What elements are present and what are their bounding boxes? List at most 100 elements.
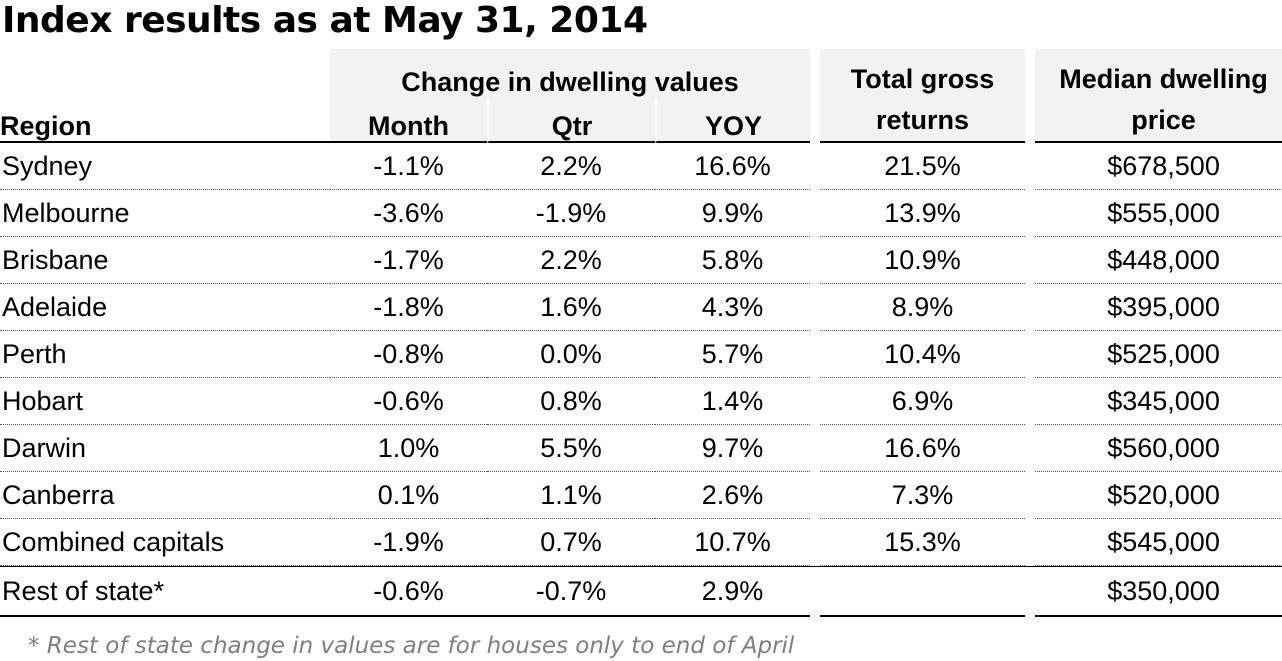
- cell-total-gross-returns: 6.9%: [820, 378, 1026, 425]
- cell-total-gross-returns: 10.4%: [820, 331, 1026, 378]
- cell-median-price: $520,000: [1035, 472, 1282, 519]
- cell-month: 0.1%: [330, 472, 487, 519]
- column-gap: [1025, 378, 1036, 425]
- cell-month: -1.8%: [330, 284, 487, 331]
- cell-yoy: 5.7%: [655, 331, 811, 378]
- cell-month: -0.8%: [330, 331, 487, 378]
- header-price-line1: Median dwelling: [1059, 64, 1268, 94]
- cell-region: Sydney: [0, 143, 330, 190]
- cell-median-price: $395,000: [1035, 284, 1282, 331]
- cell-yoy: 1.4%: [655, 378, 811, 425]
- cell-region: Perth: [0, 331, 330, 378]
- column-gap: [810, 49, 820, 143]
- header-spacer: [0, 49, 330, 97]
- cell-median-price: $448,000: [1035, 237, 1282, 284]
- header-region: Region: [0, 97, 330, 143]
- cell-median-price: $555,000: [1035, 190, 1282, 237]
- cell-qtr: 5.5%: [487, 425, 655, 472]
- table-row: Canberra 0.1% 1.1% 2.6% 7.3% $520,000: [0, 472, 1282, 519]
- column-gap: [1025, 49, 1035, 143]
- cell-month: -1.7%: [330, 237, 487, 284]
- table-row: Brisbane -1.7% 2.2% 5.8% 10.9% $448,000: [0, 237, 1282, 284]
- column-gap: [1025, 331, 1036, 378]
- header-month: Month: [330, 97, 487, 143]
- table-row: Hobart -0.6% 0.8% 1.4% 6.9% $345,000: [0, 378, 1282, 425]
- cell-median-price: $545,000: [1035, 519, 1282, 566]
- column-gap: [810, 472, 821, 519]
- cell-month: -0.6%: [330, 378, 487, 425]
- column-gap: [1025, 190, 1036, 237]
- cell-month: -0.6%: [330, 566, 487, 617]
- column-gap: [810, 425, 821, 472]
- cell-yoy: 2.6%: [655, 472, 811, 519]
- cell-yoy: 10.7%: [655, 519, 811, 566]
- cell-region: Rest of state*: [0, 566, 330, 617]
- column-gap: [810, 143, 821, 190]
- column-gap: [810, 331, 821, 378]
- column-gap: [1025, 519, 1036, 566]
- column-gap: [1025, 143, 1036, 190]
- column-gap: [810, 284, 821, 331]
- cell-total-gross-returns: [820, 566, 1026, 617]
- column-gap: [1025, 566, 1036, 617]
- cell-qtr: 2.2%: [487, 237, 655, 284]
- cell-region: Adelaide: [0, 284, 330, 331]
- cell-region: Melbourne: [0, 190, 330, 237]
- cell-region: Darwin: [0, 425, 330, 472]
- cell-region: Hobart: [0, 378, 330, 425]
- cell-yoy: 5.8%: [655, 237, 811, 284]
- cell-region: Canberra: [0, 472, 330, 519]
- table-row: Rest of state* -0.6% -0.7% 2.9% $350,000: [0, 566, 1282, 617]
- column-gap: [1025, 284, 1036, 331]
- header-returns-line2: returns: [876, 105, 970, 135]
- column-gap: [810, 519, 821, 566]
- cell-median-price: $560,000: [1035, 425, 1282, 472]
- cell-qtr: 2.2%: [487, 143, 655, 190]
- cell-total-gross-returns: 13.9%: [820, 190, 1026, 237]
- cell-qtr: 1.1%: [487, 472, 655, 519]
- table-row: Melbourne -3.6% -1.9% 9.9% 13.9% $555,00…: [0, 190, 1282, 237]
- table-row: Combined capitals -1.9% 0.7% 10.7% 15.3%…: [0, 519, 1282, 566]
- cell-qtr: 0.8%: [487, 378, 655, 425]
- cell-median-price: $345,000: [1035, 378, 1282, 425]
- cell-yoy: 9.7%: [655, 425, 811, 472]
- cell-yoy: 9.9%: [655, 190, 811, 237]
- index-results-table: Change in dwelling values Total gross re…: [0, 49, 1282, 617]
- page-title: Index results as at May 31, 2014: [2, 0, 648, 41]
- column-gap: [1025, 237, 1036, 284]
- cell-median-price: $678,500: [1035, 143, 1282, 190]
- cell-month: -3.6%: [330, 190, 487, 237]
- table-header: Change in dwelling values Total gross re…: [0, 49, 1282, 143]
- cell-qtr: -1.9%: [487, 190, 655, 237]
- cell-total-gross-returns: 7.3%: [820, 472, 1026, 519]
- column-gap: [1025, 425, 1036, 472]
- header-qtr: Qtr: [487, 97, 655, 143]
- cell-median-price: $525,000: [1035, 331, 1282, 378]
- table-body: Sydney -1.1% 2.2% 16.6% 21.5% $678,500 M…: [0, 143, 1282, 617]
- header-total-gross-returns: Total gross returns: [820, 49, 1026, 143]
- header-median-dwelling-price: Median dwelling price: [1035, 49, 1282, 143]
- cell-total-gross-returns: 21.5%: [820, 143, 1026, 190]
- header-price-line2: price: [1131, 105, 1196, 135]
- cell-month: 1.0%: [330, 425, 487, 472]
- cell-yoy: 16.6%: [655, 143, 811, 190]
- cell-median-price: $350,000: [1035, 566, 1282, 617]
- column-gap: [810, 190, 821, 237]
- cell-total-gross-returns: 8.9%: [820, 284, 1026, 331]
- table-row: Sydney -1.1% 2.2% 16.6% 21.5% $678,500: [0, 143, 1282, 190]
- cell-qtr: 0.0%: [487, 331, 655, 378]
- table-row: Adelaide -1.8% 1.6% 4.3% 8.9% $395,000: [0, 284, 1282, 331]
- cell-total-gross-returns: 16.6%: [820, 425, 1026, 472]
- cell-month: -1.9%: [330, 519, 487, 566]
- cell-month: -1.1%: [330, 143, 487, 190]
- column-gap: [810, 237, 821, 284]
- cell-total-gross-returns: 15.3%: [820, 519, 1026, 566]
- cell-yoy: 2.9%: [655, 566, 811, 617]
- table-row: Perth -0.8% 0.0% 5.7% 10.4% $525,000: [0, 331, 1282, 378]
- column-gap: [1025, 472, 1036, 519]
- cell-yoy: 4.3%: [655, 284, 811, 331]
- header-yoy: YOY: [655, 97, 811, 143]
- header-returns-line1: Total gross: [850, 64, 995, 94]
- cell-region: Brisbane: [0, 237, 330, 284]
- cell-qtr: 0.7%: [487, 519, 655, 566]
